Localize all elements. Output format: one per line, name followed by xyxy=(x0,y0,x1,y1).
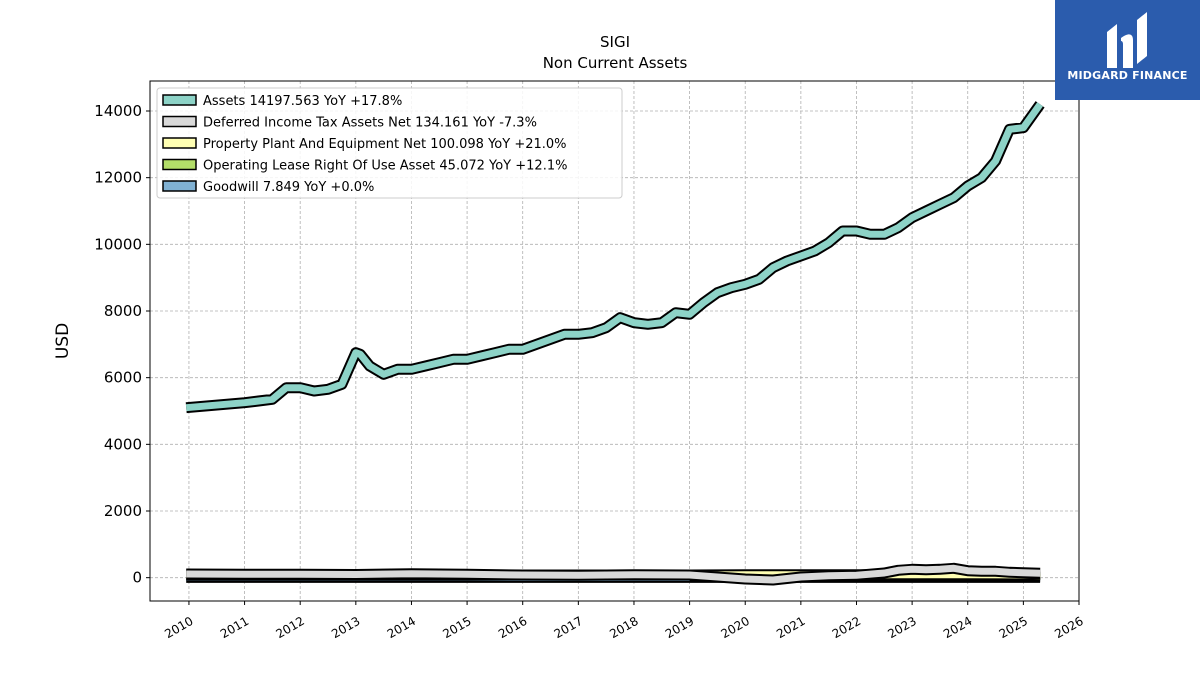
plot-frame xyxy=(149,80,1080,602)
plot-series xyxy=(185,101,1045,586)
y-tick-label: 14000 xyxy=(94,102,142,120)
legend-swatch xyxy=(162,180,197,192)
y-tick-label: 4000 xyxy=(104,435,142,453)
chart-title: SIGI xyxy=(600,33,630,51)
legend-swatch xyxy=(162,94,197,106)
midgard-logo-icon xyxy=(1107,12,1147,68)
legend-label: Deferred Income Tax Assets Net 134.161 Y… xyxy=(203,116,537,131)
legend-swatch xyxy=(162,137,197,149)
y-tick-label: 6000 xyxy=(104,369,142,387)
legend-box xyxy=(156,87,623,199)
series-assets xyxy=(185,101,1045,414)
legend-label: Assets 14197.563 YoY +17.8% xyxy=(203,94,402,109)
chart-subtitle: Non Current Assets xyxy=(543,54,688,72)
series-line xyxy=(185,102,1043,412)
series-deferred-income-tax-assets-net xyxy=(186,562,1041,586)
legend-label: Operating Lease Right Of Use Asset 45.07… xyxy=(203,159,567,174)
y-axis-label: USD xyxy=(53,323,73,359)
y-tick-label: 12000 xyxy=(94,169,142,187)
legend: Assets 14197.563 YoY +17.8% Deferred Inco… xyxy=(156,87,623,199)
legend-swatch xyxy=(162,158,197,171)
legend-label: Property Plant And Equipment Net 100.098… xyxy=(203,137,567,152)
y-tick-label: 2000 xyxy=(104,502,142,520)
brand-logo: MIDGARD FINANCE xyxy=(1055,0,1200,100)
brand-name: MIDGARD FINANCE xyxy=(1067,69,1188,82)
legend-label: Goodwill 7.849 YoY +0.0% xyxy=(203,180,374,195)
legend-swatch xyxy=(162,115,197,128)
y-tick-label: 10000 xyxy=(94,235,142,253)
y-tick-label: 8000 xyxy=(104,302,142,320)
series-line xyxy=(186,564,1041,584)
y-tick-label: 0 xyxy=(132,569,142,587)
